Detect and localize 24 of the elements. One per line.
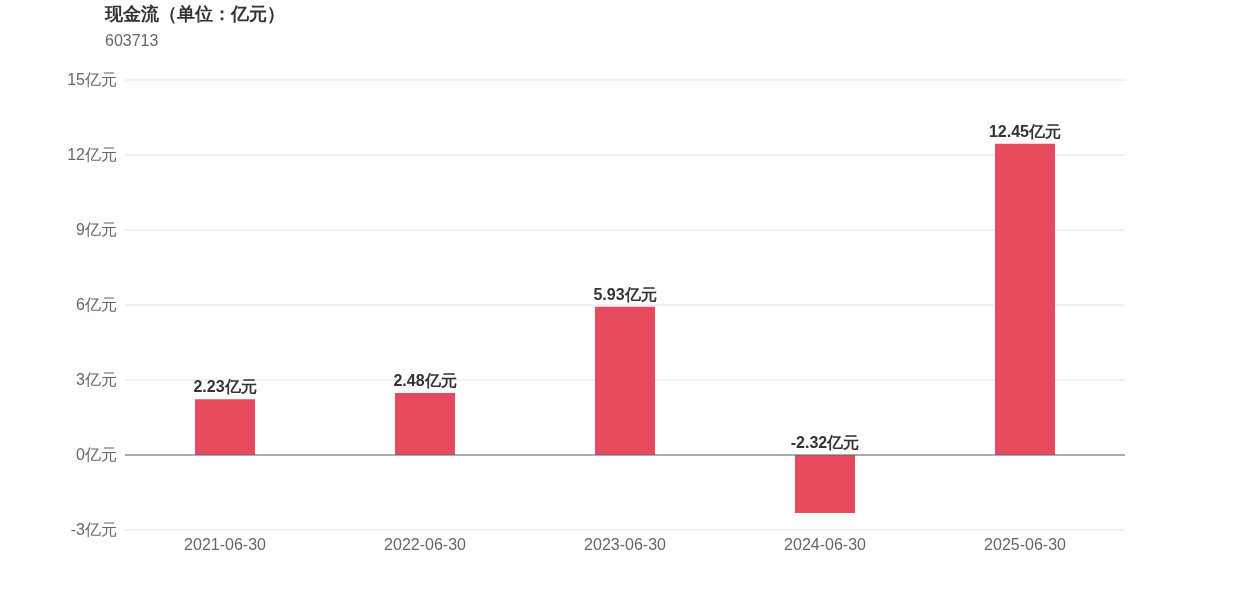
chart-subtitle: 603713	[105, 32, 159, 49]
y-tick-label: -3亿元	[70, 521, 117, 538]
y-tick-label: 6亿元	[76, 296, 117, 313]
data-label: 2.23亿元	[193, 378, 257, 396]
bar	[395, 393, 455, 455]
y-tick-label: 0亿元	[76, 446, 117, 463]
y-tick-label: 9亿元	[76, 221, 117, 238]
bar	[595, 306, 655, 455]
x-tick-label: 2023-06-30	[584, 536, 667, 553]
y-tick-label: 12亿元	[67, 146, 117, 163]
bar	[195, 399, 255, 455]
data-label: -2.32亿元	[790, 434, 860, 451]
x-tick-label: 2022-06-30	[384, 536, 467, 553]
data-label: 2.48亿元	[393, 372, 457, 389]
chart-title: 现金流（单位：亿元）	[104, 4, 285, 24]
data-label: 12.45亿元	[988, 122, 1062, 140]
bar	[995, 143, 1055, 455]
x-tick-label: 2025-06-30	[984, 536, 1067, 553]
bar	[795, 455, 855, 513]
y-tick-label: 15亿元	[67, 71, 117, 88]
y-tick-label: 3亿元	[76, 371, 117, 388]
x-tick-label: 2024-06-30	[784, 536, 867, 553]
data-label: 5.93亿元	[593, 285, 657, 303]
x-tick-label: 2021-06-30	[184, 536, 267, 553]
